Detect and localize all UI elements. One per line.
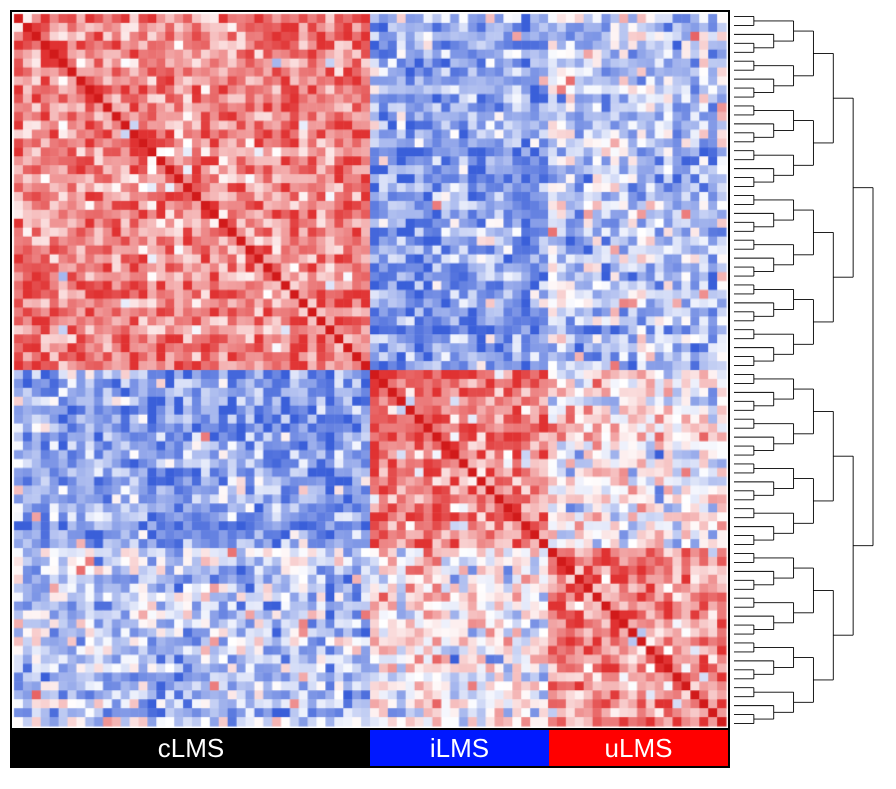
cluster-label-cLMS: cLMS xyxy=(12,730,370,766)
cluster-label-bar: cLMSiLMSuLMS xyxy=(10,730,730,768)
cluster-label-uLMS: uLMS xyxy=(549,730,728,766)
cluster-label-iLMS: iLMS xyxy=(370,730,549,766)
figure-container: cLMSiLMSuLMS xyxy=(10,10,886,779)
correlation-heatmap xyxy=(10,10,730,730)
dendrogram xyxy=(732,10,877,730)
